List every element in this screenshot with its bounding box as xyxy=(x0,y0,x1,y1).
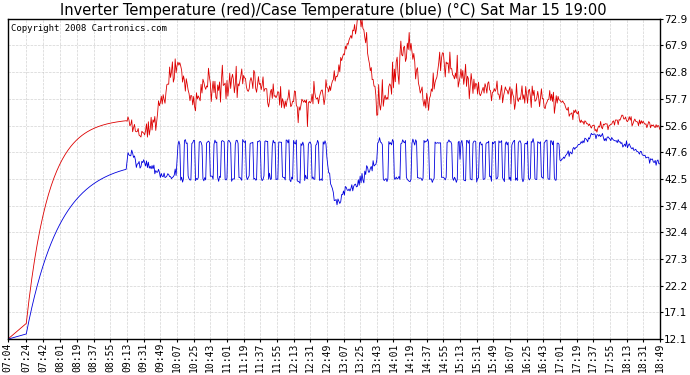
Text: Copyright 2008 Cartronics.com: Copyright 2008 Cartronics.com xyxy=(11,24,167,33)
Title: Inverter Temperature (red)/Case Temperature (blue) (°C) Sat Mar 15 19:00: Inverter Temperature (red)/Case Temperat… xyxy=(61,3,607,18)
